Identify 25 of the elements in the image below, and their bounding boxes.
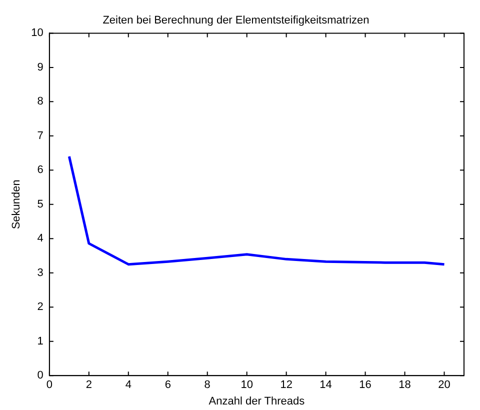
y-tick-label: 6 bbox=[37, 164, 44, 176]
x-tick-label: 6 bbox=[164, 379, 171, 392]
y-tick-label: 0 bbox=[37, 370, 44, 382]
x-tick-label: 20 bbox=[438, 379, 450, 392]
y-tick-label: 5 bbox=[37, 198, 44, 210]
y-tick-label: 4 bbox=[37, 232, 44, 245]
x-tick-label: 12 bbox=[280, 379, 292, 392]
x-tick-label: 18 bbox=[398, 379, 411, 392]
y-tick-label: 8 bbox=[37, 96, 44, 108]
y-tick-label: 1 bbox=[37, 335, 44, 348]
y-tick-label: 2 bbox=[37, 301, 44, 314]
y-tick-label: 10 bbox=[31, 27, 44, 40]
x-tick-label: 8 bbox=[204, 379, 210, 392]
y-tick-label: 3 bbox=[37, 266, 44, 279]
y-tick-label: 9 bbox=[37, 61, 44, 74]
x-tick-label: 14 bbox=[320, 379, 332, 392]
x-tick-label: 4 bbox=[125, 379, 132, 392]
x-tick-label: 10 bbox=[240, 379, 253, 392]
y-tick-label: 7 bbox=[37, 130, 44, 142]
x-tick-label: 16 bbox=[359, 379, 372, 392]
x-tick-label: 2 bbox=[86, 379, 92, 392]
chart-title: Zeiten bei Berechnung der Elementsteifigkeitsmatrizen bbox=[102, 14, 370, 27]
x-tick-label: 0 bbox=[46, 379, 52, 392]
y-axis-title: Sekunden bbox=[10, 180, 23, 230]
x-axis-title: Anzahl der Threads bbox=[208, 395, 306, 408]
